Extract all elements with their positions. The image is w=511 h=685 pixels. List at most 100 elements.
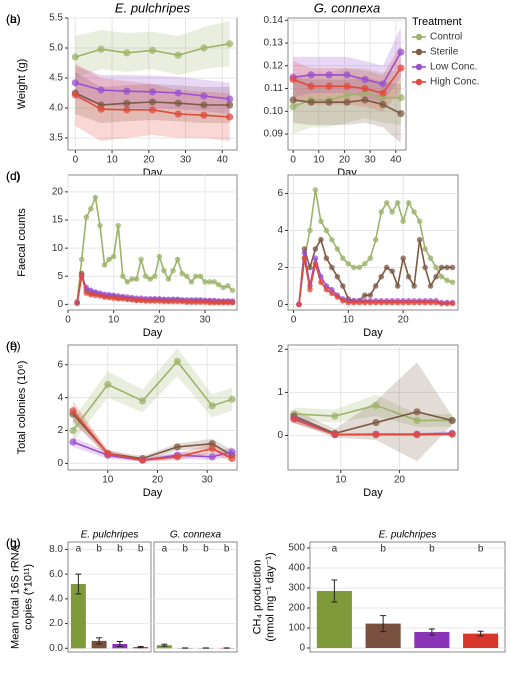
point — [123, 99, 131, 107]
point — [296, 301, 302, 308]
y-axis-label: (nmol mg⁻¹ day⁻¹) — [264, 552, 276, 641]
y-tick-label: 5 — [57, 271, 63, 282]
y-tick-label: 1 — [277, 387, 283, 398]
point — [142, 298, 149, 304]
point — [206, 279, 213, 285]
point — [329, 264, 335, 271]
x-tick-label: 10 — [335, 475, 347, 486]
point — [372, 299, 379, 306]
point — [71, 91, 79, 99]
group-title: G. connexa — [170, 530, 222, 541]
point — [148, 106, 157, 114]
significance-letter: b — [203, 544, 209, 555]
x-tick-label: 20 — [154, 315, 166, 326]
point — [400, 299, 406, 306]
point — [78, 256, 85, 263]
point — [202, 279, 208, 285]
point — [438, 300, 445, 307]
x-tick-label: 20 — [152, 475, 164, 486]
point — [197, 273, 204, 280]
point — [208, 402, 216, 410]
point — [124, 279, 131, 285]
point — [400, 218, 406, 225]
point — [106, 294, 112, 301]
point — [427, 299, 434, 306]
y-tick-label: 500 — [288, 543, 305, 554]
point — [174, 110, 182, 118]
point — [226, 113, 234, 121]
x-tick-label: 0 — [65, 315, 71, 326]
y-tick-label: 15 — [52, 215, 64, 226]
point — [318, 279, 324, 286]
point — [101, 294, 108, 300]
point — [123, 106, 131, 114]
point — [307, 227, 313, 234]
point — [197, 299, 204, 305]
point — [394, 283, 401, 289]
legend-point — [415, 48, 423, 56]
point — [188, 279, 195, 285]
point — [133, 297, 140, 304]
point — [174, 298, 181, 305]
point — [405, 273, 412, 280]
y-tick-label: 0 — [299, 643, 305, 654]
point — [312, 246, 319, 252]
y-tick-label: 300 — [288, 583, 305, 594]
significance-letter: b — [182, 544, 188, 555]
point — [334, 294, 341, 300]
point — [97, 86, 105, 94]
point — [138, 397, 147, 405]
y-tick-label: 2 — [277, 344, 283, 355]
point — [88, 205, 94, 212]
point — [394, 299, 401, 306]
y-axis-label: Weight (g) — [16, 59, 28, 110]
x-tick-label: 20 — [339, 155, 351, 166]
point — [104, 449, 112, 458]
point — [179, 298, 185, 305]
point — [411, 209, 417, 215]
y-tick-label: 6 — [57, 359, 63, 370]
significance-letter: b — [138, 544, 144, 555]
point — [372, 431, 380, 439]
point — [138, 297, 144, 304]
x-tick-label: 30 — [202, 475, 214, 486]
point — [289, 75, 297, 84]
y-tick-label: 0.12 — [264, 60, 284, 71]
point — [289, 96, 297, 104]
y-tick-label: 200 — [288, 603, 305, 614]
point — [138, 456, 147, 464]
point — [397, 64, 405, 72]
point — [345, 299, 352, 306]
point — [74, 300, 80, 307]
point — [225, 299, 231, 306]
point — [170, 267, 176, 274]
point — [422, 264, 428, 271]
x-tick-label: 20 — [394, 475, 406, 486]
point — [138, 256, 144, 263]
ribbon — [72, 348, 233, 443]
point — [200, 101, 208, 109]
panel-label: (f) — [6, 339, 17, 353]
point — [361, 84, 369, 93]
y-tick-label: 100 — [288, 623, 305, 634]
point — [208, 453, 216, 461]
point — [151, 298, 158, 304]
y-tick-label: 4 — [277, 225, 283, 236]
point — [161, 298, 167, 305]
point — [411, 299, 417, 306]
x-tick-label: 40 — [390, 155, 402, 166]
y-tick-label: 3.5 — [49, 133, 63, 144]
significance-letter: a — [162, 544, 168, 555]
point — [200, 92, 208, 100]
point — [92, 194, 99, 201]
point — [343, 91, 351, 99]
point — [97, 293, 103, 299]
point — [427, 255, 434, 262]
panel-label: (h) — [6, 536, 21, 550]
point — [106, 256, 112, 263]
significance-letter: b — [380, 544, 386, 555]
y-tick-label: 0 — [277, 430, 283, 441]
point — [110, 253, 117, 260]
legend-label: Low Conc. — [430, 62, 477, 73]
point — [188, 299, 195, 305]
